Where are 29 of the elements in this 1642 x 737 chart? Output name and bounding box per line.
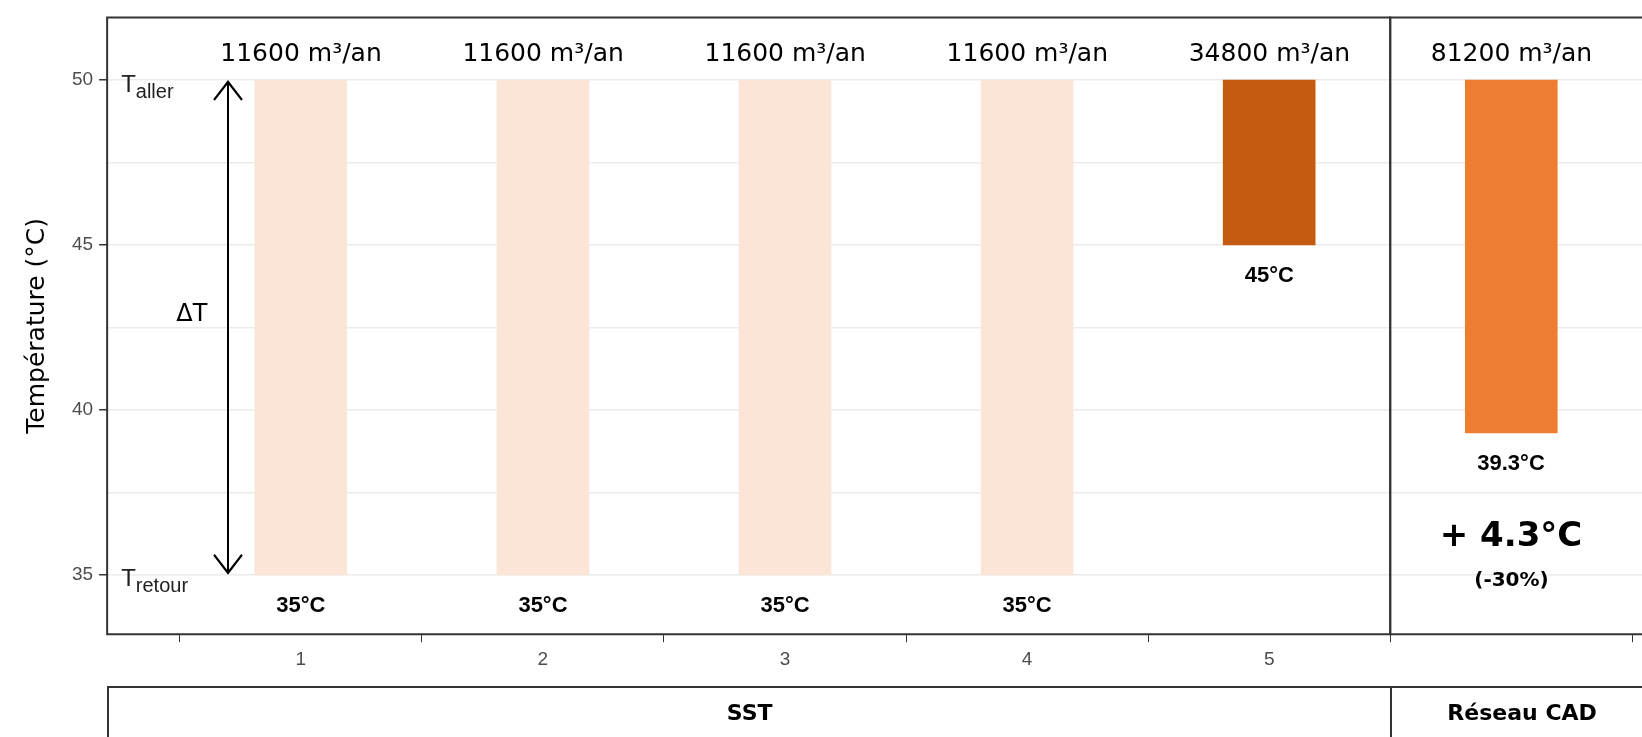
annotation: 34800 m³/an (1188, 37, 1351, 67)
annotation: (-30%) (1474, 567, 1549, 592)
annotation: ΔT (176, 299, 208, 328)
x-tick-label: 5 (1263, 647, 1275, 669)
annotation: 11600 m³/an (704, 37, 866, 67)
annotation: 35°C (1002, 591, 1052, 617)
annotation: 35°C (276, 591, 326, 617)
y-axis-title: Température (°C) (20, 217, 50, 435)
x-tick-label: 1 (295, 647, 307, 669)
x-tick-label: 2 (537, 647, 549, 669)
annotation: 35°C (518, 591, 568, 617)
annotation: 11600 m³/an (220, 37, 382, 67)
y-tick-label: 50 (71, 68, 94, 90)
annotation: 39.3°C (1477, 449, 1545, 475)
x-tick-label: 4 (1021, 647, 1033, 669)
y-tick-label: 35 (71, 563, 94, 585)
y-tick-label: 45 (71, 233, 94, 255)
text: SST (107, 686, 1393, 737)
annotation: 11600 m³/an (462, 37, 624, 67)
annotation: T$_{aller}$ (121, 69, 174, 102)
annotation: 11600 m³/an (946, 37, 1109, 67)
y-tick-label: 40 (71, 398, 94, 420)
annotation: 45°C (1244, 261, 1294, 287)
annotation: 35°C (760, 591, 810, 617)
annotation: T$_{retour}$ (121, 564, 189, 597)
annotation: 81200 m³/an (1430, 37, 1593, 67)
annotation: + 4.3°C (1439, 514, 1583, 555)
text: Réseau CAD (1390, 686, 1642, 737)
x-tick-label: 3 (779, 647, 791, 669)
